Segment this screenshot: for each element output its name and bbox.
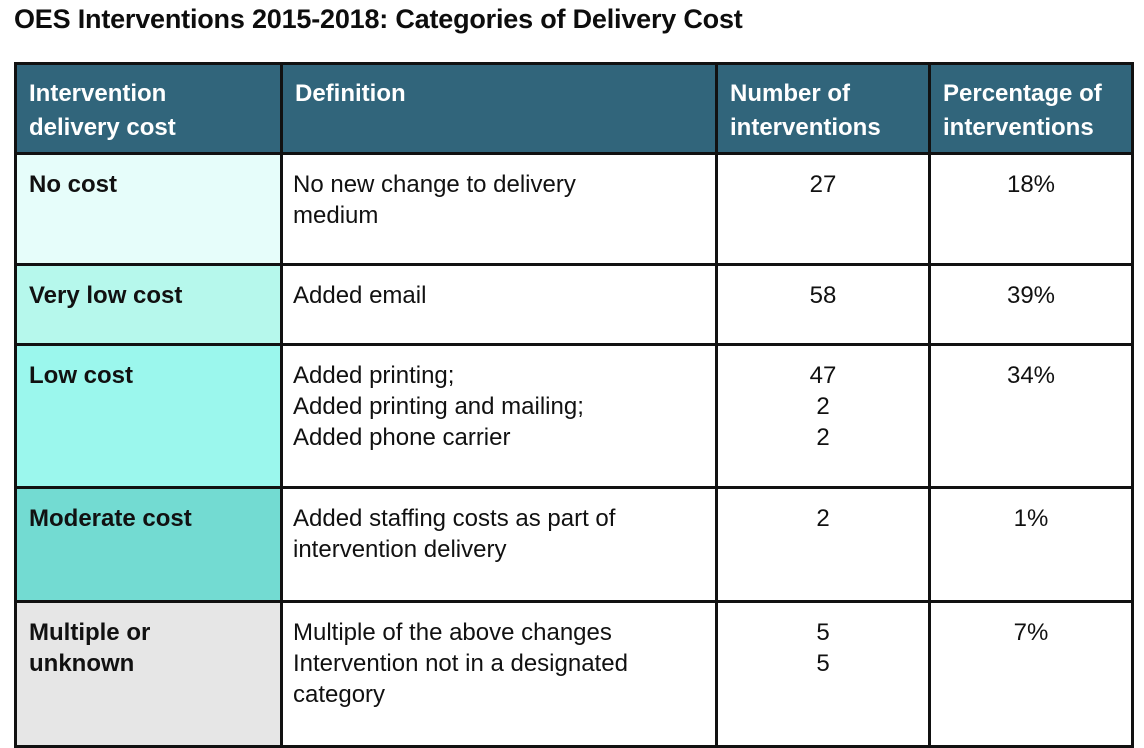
header-text: Number of — [730, 80, 850, 107]
delivery-cost-table: Intervention delivery cost Definition Nu… — [14, 62, 1134, 748]
percentage-value: 34% — [1006, 362, 1056, 389]
page-title: OES Interventions 2015-2018: Categories … — [14, 4, 743, 34]
definition-cell: Added email — [280, 263, 718, 346]
number-value: 47 — [809, 362, 837, 389]
category-cell: Low cost — [14, 343, 283, 489]
number-value: 2 — [816, 424, 830, 451]
number-value: 2 — [816, 505, 830, 532]
header-text: delivery cost — [29, 114, 176, 141]
percentage-value: 39% — [1006, 282, 1056, 309]
definition-text: Added printing and mailing; — [293, 393, 584, 420]
percentage-value: 18% — [1006, 171, 1056, 198]
header-delivery-cost: Intervention delivery cost — [14, 62, 283, 155]
header-text: interventions — [943, 114, 1094, 141]
category-label: Low cost — [29, 362, 134, 389]
percentage-cell: 7% — [928, 600, 1134, 748]
table-row: Multiple or unknown Multiple of the abov… — [14, 600, 1134, 748]
number-value: 27 — [809, 171, 837, 198]
header-number: Number of interventions — [715, 62, 931, 155]
percentage-cell: 18% — [928, 152, 1134, 266]
definition-text: Multiple of the above changes — [293, 619, 612, 646]
header-text: Percentage of — [943, 80, 1102, 107]
definition-text: medium — [293, 202, 379, 229]
number-cell: 47 2 2 — [715, 343, 931, 489]
definition-text: Added phone carrier — [293, 424, 511, 451]
number-cell: 58 — [715, 263, 931, 346]
table-row: Very low cost Added email 58 39% — [14, 263, 1134, 346]
category-label: No cost — [29, 171, 118, 198]
percentage-cell: 39% — [928, 263, 1134, 346]
table-header-row: Intervention delivery cost Definition Nu… — [14, 62, 1134, 155]
header-percentage: Percentage of interventions — [928, 62, 1134, 155]
definition-text: Added staffing costs as part of — [293, 505, 616, 532]
header-text: interventions — [730, 114, 881, 141]
definition-text: intervention delivery — [293, 536, 507, 563]
percentage-value: 7% — [1013, 619, 1049, 646]
definition-text: Added printing; — [293, 362, 455, 389]
category-cell: Multiple or unknown — [14, 600, 283, 748]
category-cell: Moderate cost — [14, 486, 283, 603]
number-value: 5 — [816, 650, 830, 677]
definition-text: Intervention not in a designated — [293, 650, 628, 677]
table-row: No cost No new change to delivery medium… — [14, 152, 1134, 266]
category-label: Multiple or — [29, 619, 151, 646]
category-cell: Very low cost — [14, 263, 283, 346]
table-row: Moderate cost Added staffing costs as pa… — [14, 486, 1134, 603]
definition-text: category — [293, 681, 386, 708]
number-value: 58 — [809, 282, 837, 309]
number-cell: 2 — [715, 486, 931, 603]
definition-cell: No new change to delivery medium — [280, 152, 718, 266]
table-row: Low cost Added printing; Added printing … — [14, 343, 1134, 489]
definition-text: Added email — [293, 282, 427, 309]
percentage-cell: 34% — [928, 343, 1134, 489]
category-label: Moderate cost — [29, 505, 192, 532]
definition-cell: Multiple of the above changes Interventi… — [280, 600, 718, 748]
category-cell: No cost — [14, 152, 283, 266]
header-text: Intervention — [29, 80, 167, 107]
definition-cell: Added printing; Added printing and maili… — [280, 343, 718, 489]
header-text: Definition — [295, 80, 406, 107]
number-value: 2 — [816, 393, 830, 420]
definition-cell: Added staffing costs as part of interven… — [280, 486, 718, 603]
category-label: unknown — [29, 650, 135, 677]
number-cell: 5 5 — [715, 600, 931, 748]
percentage-cell: 1% — [928, 486, 1134, 603]
number-value: 5 — [816, 619, 830, 646]
definition-text: No new change to delivery — [293, 171, 576, 198]
percentage-value: 1% — [1013, 505, 1049, 532]
header-definition: Definition — [280, 62, 718, 155]
number-cell: 27 — [715, 152, 931, 266]
category-label: Very low cost — [29, 282, 183, 309]
